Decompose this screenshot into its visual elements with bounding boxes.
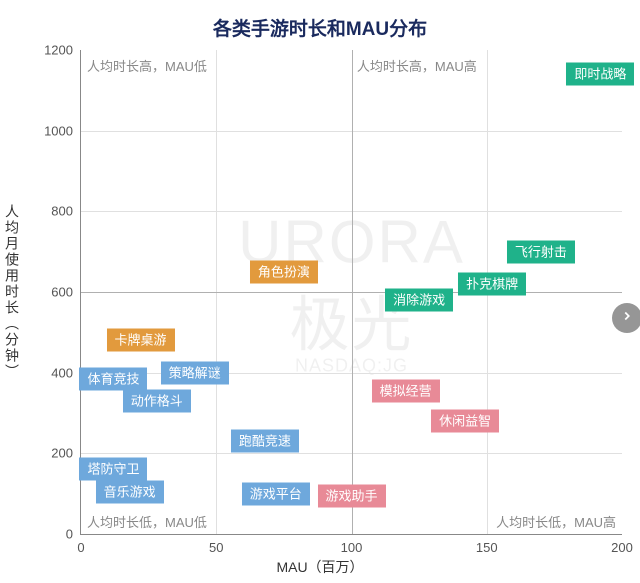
data-point[interactable]: 即时战略 xyxy=(566,63,634,86)
quad-label-tl: 人均时长高，MAU低 xyxy=(87,56,207,75)
y-tick: 0 xyxy=(66,527,81,542)
x-tick: 150 xyxy=(476,534,498,555)
chart-container: 各类手游时长和MAU分布 人均月使用时长（分钟） MAU（百万） URORA 极… xyxy=(0,0,640,583)
data-point[interactable]: 角色扮演 xyxy=(250,260,318,283)
x-tick: 50 xyxy=(209,534,223,555)
data-point[interactable]: 休闲益智 xyxy=(431,410,499,433)
y-tick: 800 xyxy=(51,204,81,219)
quad-label-tr: 人均时长高，MAU高 xyxy=(357,56,477,75)
x-axis-label: MAU（百万） xyxy=(276,557,363,577)
quad-label-br: 人均时长低，MAU高 xyxy=(496,512,616,531)
plot-area: URORA 极光 NASDAQ:JG 050100150200020040060… xyxy=(80,50,622,535)
x-tick: 200 xyxy=(611,534,633,555)
data-point[interactable]: 游戏平台 xyxy=(242,482,310,505)
data-point[interactable]: 塔防守卫 xyxy=(79,458,147,481)
x-tick: 100 xyxy=(341,534,363,555)
data-point[interactable]: 音乐游戏 xyxy=(96,480,164,503)
y-tick: 600 xyxy=(51,285,81,300)
data-point[interactable]: 游戏助手 xyxy=(317,484,385,507)
quad-label-bl: 人均时长低，MAU低 xyxy=(87,512,207,531)
chevron-right-icon xyxy=(620,309,634,328)
data-point[interactable]: 体育竞技 xyxy=(79,367,147,390)
data-point[interactable]: 卡牌桌游 xyxy=(106,329,174,352)
data-point[interactable]: 模拟经营 xyxy=(372,379,440,402)
midline-h xyxy=(81,292,622,293)
data-point[interactable]: 跑酷竞速 xyxy=(231,430,299,453)
data-point[interactable]: 扑克棋牌 xyxy=(458,272,526,295)
y-tick: 1000 xyxy=(44,123,81,138)
chart-title: 各类手游时长和MAU分布 xyxy=(0,0,640,41)
next-button[interactable] xyxy=(612,303,640,333)
data-point[interactable]: 消除游戏 xyxy=(385,289,453,312)
y-axis-label: 人均月使用时长（分钟） xyxy=(6,204,22,380)
data-point[interactable]: 策略解谜 xyxy=(161,361,229,384)
y-tick: 1200 xyxy=(44,43,81,58)
y-tick: 400 xyxy=(51,365,81,380)
data-point[interactable]: 动作格斗 xyxy=(123,389,191,412)
y-tick: 200 xyxy=(51,446,81,461)
data-point[interactable]: 飞行射击 xyxy=(507,240,575,263)
